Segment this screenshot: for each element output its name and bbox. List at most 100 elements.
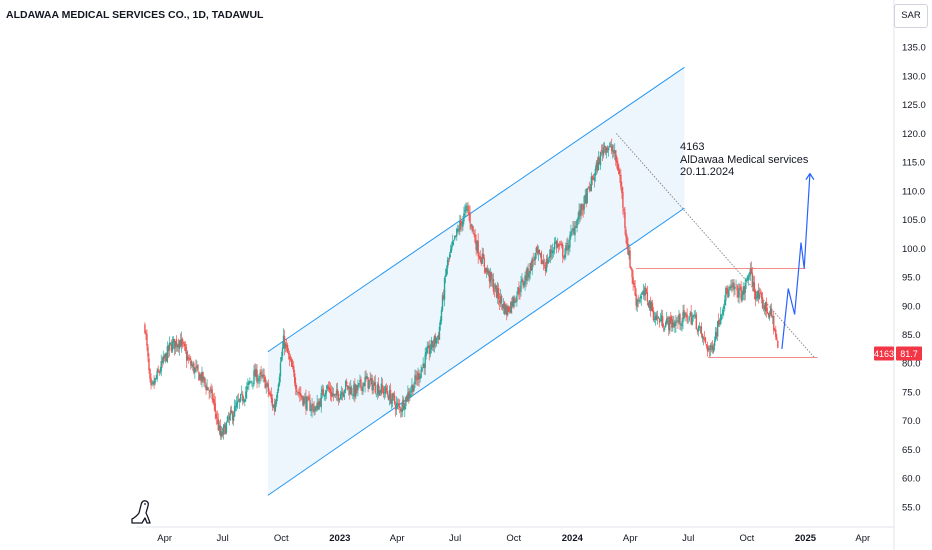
candle-body — [763, 305, 766, 310]
candle-body — [776, 336, 778, 341]
candle-body — [420, 369, 422, 378]
candle-body — [503, 302, 506, 315]
candle-body — [448, 254, 451, 259]
candle-body — [641, 293, 643, 295]
candle-body — [469, 212, 471, 224]
candle-body — [588, 186, 590, 188]
candle-body — [154, 378, 156, 384]
candle-body — [640, 295, 642, 299]
candle-body — [418, 372, 420, 380]
candle-body — [346, 381, 348, 385]
candle-body — [501, 304, 504, 309]
candle-body — [439, 319, 442, 326]
candle-body — [634, 285, 636, 296]
candle-body — [427, 345, 429, 349]
candle-body — [538, 249, 541, 254]
candle-body — [671, 319, 673, 328]
projection-arrowhead — [805, 172, 815, 180]
candle-body — [203, 377, 205, 380]
candle-body — [681, 321, 683, 326]
candle-body — [443, 278, 446, 300]
candle-body — [368, 380, 370, 389]
candle-body — [172, 338, 175, 343]
candle-body — [738, 287, 740, 298]
x-tick-label: 2024 — [562, 533, 584, 544]
candle-body — [723, 305, 725, 309]
candle-body — [434, 336, 437, 344]
candle-body — [741, 294, 743, 301]
candle-body — [188, 358, 190, 360]
candle-body — [332, 393, 335, 396]
candle-body — [498, 300, 501, 303]
candle-body — [571, 230, 573, 232]
candle-body — [762, 306, 765, 308]
y-tick-label: 130.0 — [902, 71, 926, 82]
candle-body — [665, 322, 667, 328]
ticker-badge-label: 4163 — [874, 349, 894, 359]
channel-lower-line — [267, 207, 685, 496]
candle-body — [401, 409, 403, 412]
candle-body — [243, 400, 245, 402]
candle-body — [697, 327, 700, 332]
candle-body — [324, 392, 327, 397]
candle-body — [299, 393, 301, 395]
candle-body — [534, 252, 536, 260]
candle-body — [202, 372, 204, 382]
candle-body — [570, 231, 572, 236]
candle-body — [555, 241, 558, 248]
candle-body — [535, 247, 537, 252]
candle-body — [232, 415, 235, 422]
x-tick-label: Oct — [506, 533, 521, 544]
candle-body — [466, 205, 468, 207]
candle-body — [617, 162, 619, 171]
candle-body — [281, 347, 284, 357]
candle-body — [449, 249, 452, 253]
candle-body — [178, 340, 181, 349]
candle-body — [620, 174, 622, 187]
currency-button[interactable]: SAR — [894, 4, 928, 28]
candle-body — [148, 358, 150, 371]
candle-body — [245, 391, 247, 399]
candle-body — [166, 346, 169, 362]
candle-body — [177, 344, 180, 348]
candle-body — [506, 306, 508, 316]
candle-body — [464, 209, 466, 213]
candle-body — [347, 385, 349, 390]
candle-body — [674, 324, 676, 326]
y-tick-label: 75.0 — [902, 387, 921, 398]
candle-body — [412, 384, 414, 393]
candle-body — [569, 234, 571, 248]
candle-body — [614, 150, 616, 154]
candle-body — [579, 210, 581, 217]
candle-body — [708, 348, 711, 350]
candle-body — [317, 402, 319, 410]
x-tick-label: 2023 — [329, 533, 350, 544]
candle-body — [456, 228, 458, 237]
candle-body — [353, 384, 355, 396]
candle-body — [511, 301, 513, 308]
candle-body — [531, 258, 533, 271]
candle-body — [164, 353, 167, 358]
candle-body — [577, 217, 579, 221]
candle-body — [700, 326, 703, 334]
x-tick-label: 2025 — [795, 533, 817, 544]
candle-body — [695, 314, 697, 330]
candle-body — [757, 290, 760, 300]
candle-body — [330, 392, 333, 397]
candle-body — [229, 410, 232, 416]
candle-body — [635, 294, 637, 306]
candle-body — [160, 361, 162, 372]
candle-body — [328, 387, 331, 390]
candle-body — [372, 385, 374, 391]
candle-body — [563, 256, 565, 258]
candle-body — [679, 313, 681, 325]
candle-body — [496, 288, 499, 297]
candle-body — [556, 243, 559, 247]
candle-body — [597, 157, 600, 171]
candle-body — [557, 244, 560, 247]
candle-body — [642, 290, 644, 295]
candle-body — [211, 389, 213, 400]
candle-body — [415, 375, 417, 379]
